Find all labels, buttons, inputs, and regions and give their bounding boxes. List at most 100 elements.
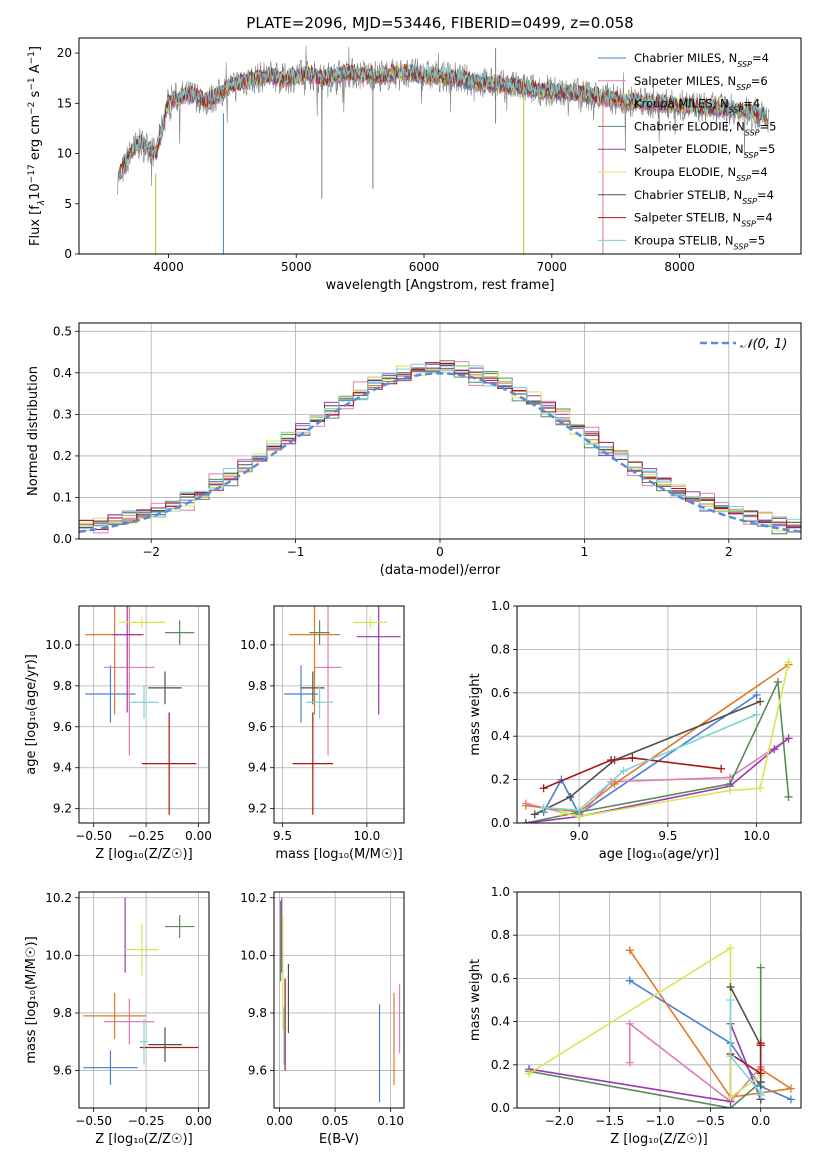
plot-area: [280, 897, 401, 1103]
y-tick-label: 0.8: [491, 928, 510, 942]
y-tick-label: 9.8: [53, 679, 72, 693]
plot-area: [284, 606, 401, 815]
weight-marker: [726, 1093, 735, 1102]
legend-entry: 𝒩(0, 1): [740, 337, 787, 352]
y-tick-label: 9.6: [53, 1064, 72, 1078]
plot-area: [79, 360, 801, 539]
legend-eq: =4: [743, 97, 760, 111]
weight-marker: [752, 690, 761, 699]
x-axis-label: Z [log₁₀(Z/Z☉)]: [95, 1132, 192, 1147]
x-tick-label: −0.25: [128, 1114, 165, 1128]
y-tick-label: 0.2: [53, 449, 72, 463]
x-tick-label: 0.00: [185, 1114, 212, 1128]
legend-name: Chabrier ELODIE, N: [634, 119, 745, 133]
x-tick-label: 0.00: [185, 829, 212, 843]
weight-marker: [521, 801, 530, 810]
y-tick-label: 15: [57, 96, 72, 110]
y-tick-label: 0.2: [491, 773, 510, 787]
legend-sub: SSP: [736, 82, 751, 91]
legend-eq: =4: [757, 188, 774, 202]
y-tick-label: 10.0: [45, 638, 72, 652]
weight-marker: [575, 805, 584, 814]
y-label-part: −1: [27, 51, 37, 64]
weight-marker: [756, 1091, 765, 1100]
x-tick-label: 4000: [153, 260, 184, 274]
y-tick-label: 10: [57, 147, 72, 161]
legend-sub: SSP: [742, 196, 757, 205]
weight-marker: [784, 734, 793, 743]
weight-marker: [784, 792, 793, 801]
age-vs-metallicity-panel: −0.50 −0.25 0.00 9.2 9.4 9.6 9.8 10.0 Z [log₁₀(Z…: [24, 605, 212, 862]
y-label-part: −2: [27, 102, 37, 115]
y-tick-label: 0.3: [53, 407, 72, 421]
weight-marker: [619, 766, 628, 775]
y-tick-label: 0.0: [491, 816, 510, 830]
legend-sub: SSP: [736, 174, 751, 183]
weight-marker: [756, 1069, 765, 1078]
weight-marker: [726, 983, 735, 992]
y-label-part: s: [28, 90, 43, 101]
legend-entry: Kroupa MILES, NSSP=4: [634, 97, 760, 115]
axes-frame: [78, 37, 802, 255]
mass-weight-vs-age-panel: 9.0 9.5 10.0 0.0 0.2 0.4 0.6 0.8 1.0 age [log₁₀(a…: [468, 599, 802, 862]
plot-area: [83, 897, 199, 1085]
residual-histogram-9: [79, 363, 801, 539]
y-axis-label: mass [log₁₀(M/M☉)]: [24, 936, 39, 1063]
axes-frame: [273, 605, 405, 824]
y-tick-label: 0.0: [53, 532, 72, 546]
weight-marker: [756, 963, 765, 972]
weight-marker: [786, 1095, 795, 1104]
x-axis-label: Z [log₁₀(Z/Z☉)]: [610, 1132, 707, 1147]
y-tick-label: 9.8: [248, 679, 267, 693]
legend-sub: SSP: [741, 219, 756, 228]
mass-weight-vs-metallicity-panel: −2.0 −1.5 −1.0 −0.5 0.0 0.0 0.2 0.4 0.6 0.8 1.0 Z […: [468, 885, 802, 1147]
legend-sub: SSP: [734, 242, 749, 251]
y-label-part: Flux [f: [28, 205, 43, 246]
x-tick-label: 8000: [664, 260, 695, 274]
y-axis-label: Normed distribution: [26, 366, 41, 496]
x-tick-label: −0.50: [75, 829, 112, 843]
legend-entry: Chabrier ELODIE, NSSP=5: [634, 119, 776, 137]
weight-marker: [530, 810, 539, 819]
y-tick-label: 0.4: [491, 729, 510, 743]
weight-marker: [752, 710, 761, 719]
weight-marker: [786, 1084, 795, 1093]
y-axis-label: mass weight: [468, 673, 483, 755]
y-tick-label: 0.8: [491, 642, 510, 656]
y-label-part: ]: [28, 46, 43, 51]
legend-eq: =5: [758, 142, 775, 156]
y-tick-label: 9.8: [248, 1006, 267, 1020]
y-tick-label: 0.6: [491, 686, 510, 700]
x-tick-label: 2: [725, 545, 733, 559]
weight-marker: [566, 792, 575, 801]
spectrum-panel: 4000 5000 6000 7000 8000 0 5 10 15 20 wavelength […: [27, 37, 802, 293]
y-tick-label: 9.4: [248, 761, 267, 775]
y-tick-label: 0: [64, 247, 72, 261]
weight-marker: [726, 1052, 735, 1061]
x-axis-label: (data-model)/error: [380, 563, 501, 578]
legend-entry: Kroupa STELIB, NSSP=5: [634, 233, 765, 251]
y-tick-label: 20: [57, 46, 72, 60]
y-tick-label: 9.6: [53, 720, 72, 734]
weight-line-8: [543, 757, 722, 790]
x-tick-label: 0.10: [377, 1114, 404, 1128]
x-axis-label: age [log₁₀(age/yr)]: [599, 847, 720, 862]
legend-sub: SSP: [744, 151, 759, 160]
plot-area: [521, 658, 793, 823]
x-axis-label: E(B-V): [319, 1132, 359, 1147]
weight-marker: [773, 677, 782, 686]
normal-curve: [79, 372, 801, 533]
weight-marker: [610, 779, 619, 788]
mass-vs-metallicity-panel: −0.50 −0.25 0.00 9.6 9.8 10.0 10.2 Z [log₁₀(Z/Z…: [24, 891, 212, 1147]
weight-marker: [717, 764, 726, 773]
y-tick-label: 1.0: [491, 599, 510, 613]
legend-eq: =5: [748, 233, 765, 247]
legend-eq: =6: [751, 74, 768, 88]
residual-histogram-8: [79, 362, 801, 539]
x-tick-label: 0.00: [266, 1114, 293, 1128]
y-tick-label: 1.0: [491, 885, 510, 899]
x-tick-label: −2.0: [545, 1114, 574, 1128]
age-vs-mass-panel: 9.5 10.0 9.2 9.4 9.6 9.8 10.0 mass [log₁₀(M/M☉)…: [240, 605, 405, 862]
weight-marker: [756, 784, 765, 793]
